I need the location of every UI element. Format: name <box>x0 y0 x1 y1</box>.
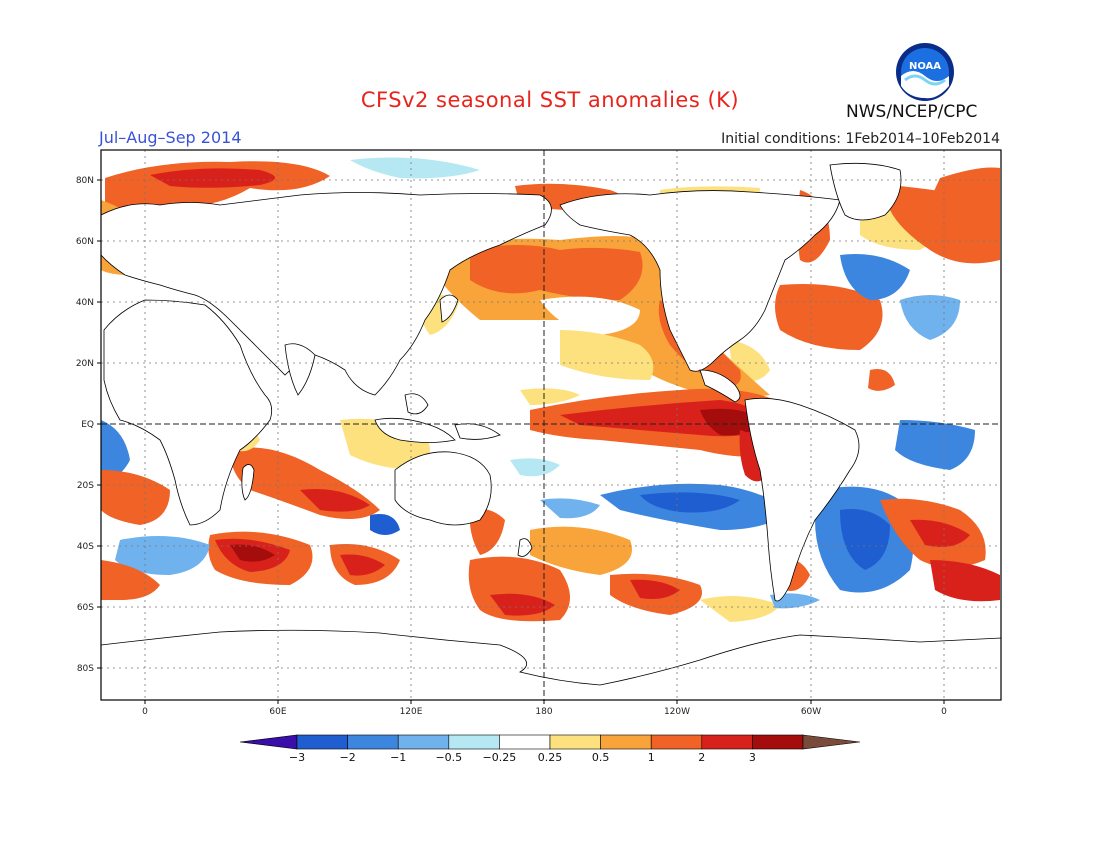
land-eurasia <box>101 192 552 396</box>
lat-label: 40N <box>76 298 94 308</box>
lat-label: 60N <box>76 237 94 247</box>
lon-label: 0 <box>142 707 148 717</box>
season-label: Jul–Aug–Sep 2014 <box>99 128 242 147</box>
colorbar-tick-label: −2 <box>339 751 355 764</box>
land-africa <box>103 299 273 526</box>
colorbar-swatch <box>296 734 348 750</box>
land-central-america <box>699 369 741 403</box>
land-india <box>284 343 316 396</box>
logo-text: NOAA <box>909 61 941 72</box>
colorbar-swatch <box>397 734 450 750</box>
axis-ticks <box>97 179 945 704</box>
agency-label: NWS/NCEP/CPC <box>846 102 978 122</box>
chart-title: CFSv2 seasonal SST anomalies (K) <box>360 88 740 112</box>
initial-conditions-label: Initial conditions: 1Feb2014–10Feb2014 <box>721 131 1000 147</box>
land-south-america <box>744 397 860 602</box>
reference-lines <box>101 150 1001 700</box>
colorbar-tick-label: 0.5 <box>592 751 610 764</box>
colorbar-swatch <box>549 734 601 750</box>
noaa-logo: NOAA <box>896 43 954 101</box>
land-greenland <box>829 162 902 221</box>
lat-label: 60S <box>77 603 94 613</box>
land-madagascar <box>241 464 255 501</box>
lon-label: 120W <box>664 707 690 717</box>
lat-label: 80N <box>76 176 94 186</box>
colorbar-tick-label: −0.5 <box>435 751 462 764</box>
colorbar-swatch <box>239 734 298 750</box>
colorbar-tick-label: 1 <box>648 751 655 764</box>
land-north-america <box>559 190 841 372</box>
land-antarctica <box>101 629 1001 700</box>
colorbar-swatch <box>701 734 753 750</box>
colorbar-tick-label: −0.25 <box>483 751 517 764</box>
gridlines <box>101 150 1001 700</box>
lat-label: 40S <box>77 542 94 552</box>
colorbar-swatch <box>802 734 861 750</box>
map-frame <box>100 149 1002 701</box>
colorbar-swatch <box>347 734 399 750</box>
colorbar-swatch <box>600 734 652 750</box>
lon-label: 60W <box>801 707 821 717</box>
land-new-zealand <box>517 538 533 557</box>
lon-label: 180 <box>535 707 552 717</box>
colorbar-tick-label: 0.25 <box>538 751 563 764</box>
colorbar-swatch <box>499 734 551 750</box>
colorbar-swatch <box>448 734 500 750</box>
lon-label: 0 <box>941 707 947 717</box>
land-mass-group <box>101 162 1001 700</box>
colorbar-tick-label: 3 <box>749 751 756 764</box>
colorbar-tick-label: −3 <box>289 751 305 764</box>
lat-label: EQ <box>81 420 94 430</box>
colorbar-tick-label: 2 <box>698 751 705 764</box>
colorbar-swatch <box>650 734 703 750</box>
lon-label: 60E <box>269 707 286 717</box>
lon-label: 120E <box>400 707 423 717</box>
colorbar-tick-label: −1 <box>390 751 406 764</box>
lat-label: 80S <box>77 664 94 674</box>
lat-label: 20S <box>77 481 94 491</box>
colorbar-swatch <box>752 734 804 750</box>
land-australia <box>394 451 492 526</box>
colorbar: −3 −2 −1 −0.5 −0.25 0.25 0.5 1 2 3 <box>239 734 861 764</box>
lat-label: 20N <box>76 359 94 369</box>
